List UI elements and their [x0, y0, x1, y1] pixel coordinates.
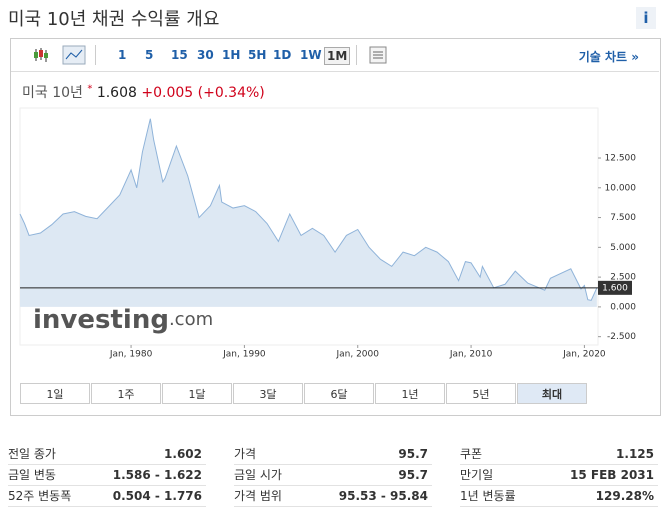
- stats-row: 1년 변동률 129.28%: [460, 486, 658, 507]
- stats-label: 52주 변동폭: [8, 489, 72, 503]
- watermark-brand: investing: [33, 305, 169, 335]
- stats-label: 1년 변동률: [460, 489, 516, 503]
- stats-value: 95.53 - 95.84: [338, 489, 428, 503]
- settings-icon[interactable]: [369, 46, 387, 64]
- stats-label: 가격: [234, 447, 257, 461]
- stats-value: 1.602: [164, 447, 202, 461]
- quote: 미국 10년 * 1.608 +0.005 (+0.34%): [22, 82, 265, 102]
- stats-row: 쿠폰 1.125: [460, 444, 658, 465]
- interval-button[interactable]: 1H: [222, 48, 241, 62]
- stats-row: 가격 범위 95.53 - 95.84: [234, 486, 432, 507]
- stats-label: 금일 변동: [8, 468, 56, 482]
- watermark-suffix: .com: [169, 309, 213, 330]
- stats-row: 금일 변동 1.586 - 1.622: [8, 465, 206, 486]
- chart-type-icons[interactable]: [33, 45, 93, 65]
- stats-value: 95.7: [398, 468, 428, 482]
- range-button[interactable]: 최대: [517, 383, 587, 404]
- x-tick-label: Jan, 2010: [449, 350, 493, 360]
- stats-label: 금일 시가: [234, 468, 282, 482]
- stats-row: 전일 종가 1.602: [8, 444, 206, 465]
- stats-value: 129.28%: [595, 489, 654, 503]
- toolbar: 기술 차트 » 1 5 15 30 1H 5H 1D 1W 1M: [11, 39, 659, 72]
- interval-button[interactable]: 1W: [300, 48, 322, 62]
- chart: -2.500 0.000 2.500 5.000 7.500 10.000 12.500 Ja…: [19, 107, 637, 360]
- stats-label: 만기일: [460, 468, 494, 482]
- range-button[interactable]: 6달: [304, 383, 374, 404]
- price-line: [19, 118, 598, 301]
- stats-label: 전일 종가: [8, 447, 56, 461]
- x-tick-label: Jan, 2000: [335, 350, 379, 360]
- watermark: investing.com: [33, 305, 213, 335]
- y-tick-label: 12.500: [605, 154, 637, 164]
- y-tick-label: -2.500: [607, 332, 636, 342]
- quote-marker: *: [87, 83, 93, 95]
- range-button[interactable]: 5년: [446, 383, 516, 404]
- stats-value: 1.125: [616, 447, 654, 461]
- stats-value: 15 FEB 2031: [570, 468, 654, 482]
- widget-frame: [10, 38, 661, 416]
- interval-button[interactable]: 1: [118, 48, 127, 62]
- interval-button[interactable]: 1D: [273, 48, 292, 62]
- quote-price: 1.608: [96, 85, 137, 101]
- x-tick-label: Jan, 1990: [222, 350, 266, 360]
- technical-chart-link[interactable]: 기술 차트 »: [578, 50, 639, 64]
- x-tick-label: Jan, 1980: [109, 350, 153, 360]
- current-price-label: 1.600: [602, 283, 628, 293]
- y-tick-label: 0.000: [610, 302, 636, 312]
- y-tick-label: 10.000: [605, 183, 637, 193]
- page-title: 미국 10년 채권 수익률 개요: [8, 9, 220, 30]
- stats-row: 금일 시가 95.7: [234, 465, 432, 486]
- stats-label: 가격 범위: [234, 489, 282, 503]
- quote-name: 미국 10년: [22, 85, 83, 101]
- range-button[interactable]: 1주: [91, 383, 161, 404]
- stats-row: 만기일 15 FEB 2031: [460, 465, 658, 486]
- current-price-box: [598, 280, 632, 295]
- quote-change: +0.005: [141, 85, 194, 101]
- range-button[interactable]: 1달: [162, 383, 232, 404]
- info-button[interactable]: i: [636, 7, 656, 29]
- y-tick-label: 2.500: [610, 273, 636, 283]
- area-fill: [20, 118, 597, 307]
- y-tick-label: 5.000: [610, 243, 636, 253]
- stats-label: 쿠폰: [460, 447, 483, 461]
- stats-value: 95.7: [398, 447, 428, 461]
- stats-row: 52주 변동폭 0.504 - 1.776: [8, 486, 206, 507]
- range-button[interactable]: 1년: [375, 383, 445, 404]
- interval-button[interactable]: 5H: [248, 48, 267, 62]
- range-button[interactable]: 1일: [20, 383, 90, 404]
- stats-value: 0.504 - 1.776: [112, 489, 202, 503]
- interval-button[interactable]: 5: [145, 48, 154, 62]
- stats-value: 1.586 - 1.622: [112, 468, 202, 482]
- interval-button[interactable]: 15: [171, 48, 188, 62]
- separator: [95, 45, 96, 65]
- y-tick-label: 7.500: [610, 213, 636, 223]
- x-tick-label: Jan, 2020: [562, 350, 606, 360]
- interval-button[interactable]: 1M: [324, 47, 351, 65]
- separator: [356, 45, 357, 65]
- interval-button[interactable]: 30: [197, 48, 214, 62]
- stats-row: 가격 95.7: [234, 444, 432, 465]
- range-button[interactable]: 3달: [233, 383, 303, 404]
- quote-change-pct: (+0.34%): [197, 85, 265, 101]
